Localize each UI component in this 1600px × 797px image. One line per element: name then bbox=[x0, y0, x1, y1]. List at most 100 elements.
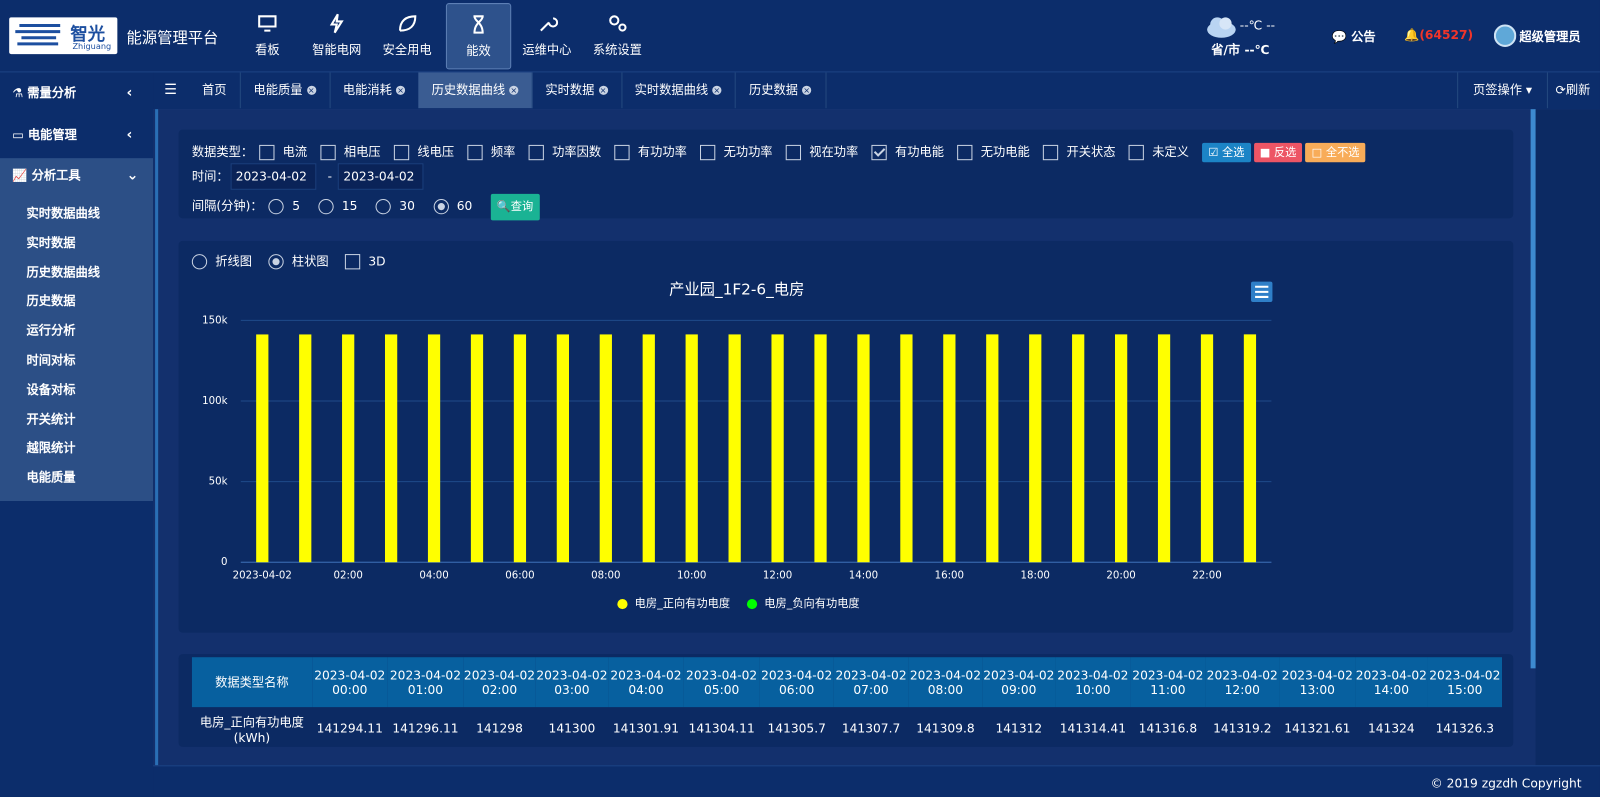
type-option[interactable]: 有功电能 bbox=[871, 144, 944, 161]
interval-option[interactable]: 60 bbox=[433, 198, 472, 215]
sidebar-item[interactable]: 历史数据 bbox=[26, 294, 76, 309]
checkbox[interactable] bbox=[259, 144, 275, 161]
nav-item[interactable]: 看板 bbox=[236, 3, 299, 67]
table-cell: 141300 bbox=[536, 707, 608, 747]
refresh-button[interactable]: ⟳刷新 bbox=[1555, 82, 1591, 97]
sidebar-group[interactable]: ▭ 电能管理 ‹ bbox=[0, 115, 153, 154]
radio[interactable] bbox=[268, 254, 284, 270]
sidebar-item[interactable]: 历史数据曲线 bbox=[26, 264, 101, 280]
checkbox[interactable] bbox=[871, 144, 887, 161]
scrollbar[interactable] bbox=[1530, 109, 1536, 669]
checkbox[interactable] bbox=[467, 144, 483, 161]
user-menu[interactable]: 超级管理员 bbox=[1519, 29, 1581, 44]
tab-label: 历史数据曲线 bbox=[431, 82, 506, 97]
bar bbox=[1243, 334, 1257, 563]
tab-close[interactable]: × bbox=[395, 85, 406, 95]
sidebar-item[interactable]: 时间对标 bbox=[26, 353, 76, 368]
type-option[interactable]: 频率 bbox=[467, 144, 516, 161]
type-option[interactable]: 电流 bbox=[259, 144, 307, 161]
type-option[interactable]: 有功功率 bbox=[614, 144, 687, 161]
type-option[interactable]: 功率因数 bbox=[528, 144, 601, 161]
checkbox[interactable] bbox=[393, 144, 410, 161]
select-button[interactable]: □ 全不选 bbox=[1305, 142, 1366, 163]
cell-value: 141309.8 bbox=[916, 721, 975, 736]
select-button[interactable]: ■ 反选 bbox=[1253, 142, 1303, 163]
type-option[interactable]: 无功功率 bbox=[700, 144, 773, 161]
tab[interactable]: 电能消耗 × bbox=[330, 72, 420, 109]
chart-type-option[interactable]: 柱状图 bbox=[268, 254, 329, 270]
checkbox[interactable] bbox=[957, 144, 973, 161]
group-icon: 📈 bbox=[12, 168, 28, 183]
nav-item[interactable]: 能效 bbox=[445, 3, 512, 70]
checkbox[interactable] bbox=[785, 144, 802, 161]
tab-close[interactable]: × bbox=[306, 85, 316, 95]
type-option[interactable]: 视在功率 bbox=[785, 144, 858, 161]
x-tick-label: 10:00 bbox=[677, 571, 706, 582]
tab[interactable]: 历史数据 × bbox=[735, 72, 827, 109]
checkbox[interactable] bbox=[528, 144, 544, 161]
tab[interactable]: 首页 bbox=[189, 72, 241, 109]
option-label: 5 bbox=[292, 198, 301, 214]
sidebar-group[interactable]: ⚗ 需量分析 ‹ bbox=[0, 73, 153, 112]
sidebar-item[interactable]: 电能质量 bbox=[26, 470, 76, 485]
checkbox[interactable] bbox=[1043, 144, 1059, 161]
type-option[interactable]: 无功电能 bbox=[957, 144, 1030, 161]
type-option[interactable]: 未定义 bbox=[1128, 144, 1189, 161]
tab-close[interactable]: × bbox=[598, 85, 608, 95]
option-label: 频率 bbox=[490, 144, 516, 160]
nav-item[interactable]: 系统设置 bbox=[586, 3, 649, 67]
checkbox[interactable] bbox=[1128, 144, 1145, 161]
interval-option[interactable]: 15 bbox=[318, 198, 357, 215]
table-row: 电房_正向有功电度 (kWh) 141294.11 141296.11 141298 14… bbox=[192, 707, 1502, 747]
checkbox[interactable] bbox=[614, 144, 630, 161]
nav-item[interactable]: 安全用电 bbox=[376, 3, 439, 67]
sidebar-item[interactable]: 运行分析 bbox=[26, 323, 76, 338]
y-tick-label: 50k bbox=[209, 477, 228, 488]
type-option[interactable]: 相电压 bbox=[320, 144, 381, 161]
sidebar-item[interactable]: 越限统计 bbox=[26, 441, 76, 456]
interval-option[interactable]: 30 bbox=[375, 198, 415, 215]
table-column-header: 2023-04-02 13:00 bbox=[1279, 657, 1356, 708]
radio[interactable] bbox=[191, 254, 208, 270]
tab-close[interactable]: × bbox=[712, 85, 722, 95]
chart-menu[interactable] bbox=[1251, 281, 1273, 303]
sidebar-item[interactable]: 设备对标 bbox=[26, 382, 76, 397]
tab-close[interactable]: × bbox=[509, 85, 519, 95]
bar bbox=[1114, 334, 1128, 563]
select-button[interactable]: ☑ 全选 bbox=[1202, 142, 1251, 163]
nav-item[interactable]: 运维中心 bbox=[515, 3, 578, 67]
alerts-link[interactable]: 🔔(64527) bbox=[1404, 27, 1474, 42]
radio[interactable] bbox=[268, 198, 285, 215]
notice-link[interactable]: 💬 公告 bbox=[1331, 29, 1376, 44]
tab-close[interactable]: × bbox=[802, 85, 812, 95]
tab[interactable]: 实时数据 × bbox=[532, 72, 623, 109]
sidebar-item[interactable]: 实时数据 bbox=[26, 235, 76, 250]
menu-toggle[interactable]: ☰ bbox=[164, 81, 178, 98]
tab[interactable]: 电能质量 × bbox=[240, 72, 331, 109]
bar bbox=[986, 334, 999, 563]
radio[interactable] bbox=[433, 198, 449, 215]
end-date[interactable]: 2023-04-02 bbox=[338, 162, 424, 190]
chart-type-option[interactable]: 折线图 bbox=[191, 254, 252, 270]
nav-item[interactable]: 智能电网 bbox=[305, 3, 368, 67]
left-scroll-edge bbox=[155, 109, 159, 766]
type-option[interactable]: 线电压 bbox=[393, 144, 454, 161]
tab[interactable]: 实时数据曲线 × bbox=[621, 72, 736, 109]
checkbox[interactable] bbox=[344, 254, 361, 270]
query-button[interactable]: 🔍查询 bbox=[490, 193, 540, 221]
sidebar-item[interactable]: 开关统计 bbox=[26, 411, 76, 427]
tab[interactable]: 历史数据曲线 × bbox=[418, 72, 533, 109]
sidebar: 实时数据曲线 实时数据历史数据曲线 历史数据运行分析时间对标设备对标开关统计越限统计… bbox=[0, 72, 154, 797]
start-date[interactable]: 2023-04-02 bbox=[230, 162, 317, 190]
chart-type-option[interactable]: 3D bbox=[344, 254, 386, 270]
interval-option[interactable]: 5 bbox=[268, 198, 301, 215]
radio[interactable] bbox=[318, 198, 334, 215]
sidebar-group[interactable]: 📈 分析工具 ⌄ bbox=[0, 156, 153, 195]
tab-actions[interactable]: 页签操作 ▾ bbox=[1457, 72, 1548, 109]
checkbox[interactable] bbox=[320, 144, 336, 161]
radio[interactable] bbox=[375, 198, 392, 215]
sidebar-item[interactable]: 实时数据曲线 bbox=[26, 206, 101, 221]
logo-mark bbox=[15, 23, 61, 46]
checkbox[interactable] bbox=[700, 144, 716, 161]
type-option[interactable]: 开关状态 bbox=[1043, 144, 1115, 161]
